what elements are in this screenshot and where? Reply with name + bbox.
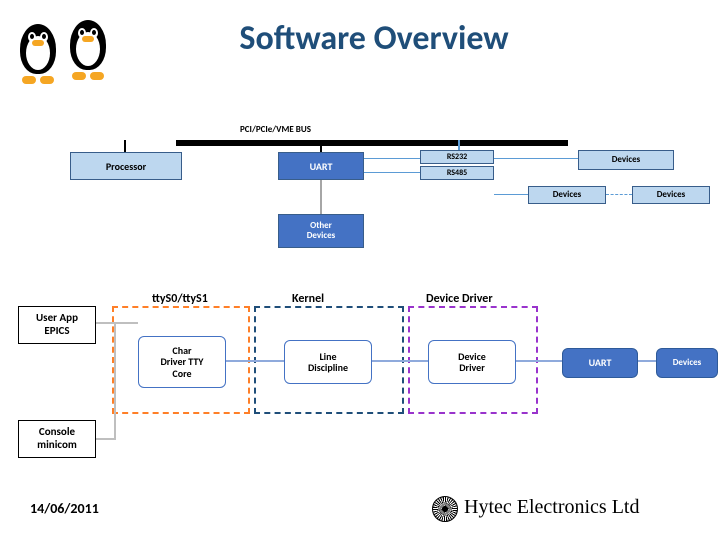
bus-bar bbox=[176, 140, 568, 146]
footer-date: 14/06/2011 bbox=[30, 500, 99, 517]
sw-drv: Device Driver bbox=[428, 340, 516, 384]
sw-uart2: UART bbox=[562, 348, 638, 378]
sw-line: Line Discipline bbox=[284, 340, 372, 384]
hw-processor: Processor bbox=[70, 152, 182, 180]
hw-connector bbox=[124, 140, 126, 152]
sw-label-dd: Device Driver bbox=[426, 292, 493, 306]
bus-label: PCI/PCIe/VME BUS bbox=[240, 124, 311, 135]
hw-other: Other Devices bbox=[278, 214, 364, 248]
sw-label-tty: ttyS0/ttyS1 bbox=[152, 292, 208, 306]
sw-char: Char Driver TTY Core bbox=[138, 336, 226, 388]
sw-console: Console minicom bbox=[18, 420, 96, 458]
hw-connector bbox=[364, 172, 420, 173]
hw-connector bbox=[320, 180, 322, 214]
sw-dev2: Devices bbox=[656, 348, 718, 378]
hw-rs485: RS485 bbox=[420, 166, 494, 180]
hw-dev_top: Devices bbox=[578, 150, 674, 170]
hw-connector bbox=[320, 140, 322, 152]
footer-company: Hytec Electronics Ltd bbox=[464, 496, 640, 519]
hw-dev_mid: Devices bbox=[528, 186, 606, 204]
sw-connector bbox=[372, 360, 428, 362]
hw-dev_right: Devices bbox=[632, 186, 710, 204]
sw-userapp: User App EPICS bbox=[18, 306, 96, 344]
sw-connector bbox=[638, 360, 656, 362]
sw-connector bbox=[226, 360, 284, 362]
hw-connector bbox=[458, 140, 460, 150]
sw-connector bbox=[114, 322, 116, 440]
sw-connector bbox=[96, 322, 138, 324]
hw-rs232: RS232 bbox=[420, 150, 494, 164]
hw-connector bbox=[606, 194, 632, 195]
hw-connector bbox=[364, 158, 420, 159]
sw-connector bbox=[516, 360, 562, 362]
page-title: Software Overview bbox=[184, 18, 564, 59]
sw-connector bbox=[96, 438, 114, 440]
hw-connector bbox=[494, 158, 578, 159]
hytec-logo-icon bbox=[432, 496, 458, 522]
hw-uart: UART bbox=[278, 152, 364, 180]
sw-label-kernel: Kernel bbox=[292, 292, 324, 306]
tux-logo bbox=[6, 0, 126, 90]
hw-connector bbox=[494, 194, 528, 195]
